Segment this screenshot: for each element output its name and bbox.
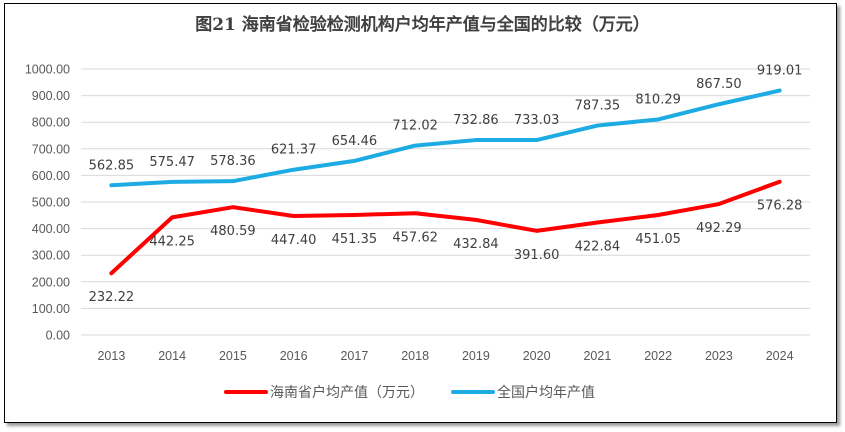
data-label: 919.01 — [757, 64, 803, 79]
data-label: 576.28 — [757, 199, 803, 214]
data-label: 787.35 — [575, 99, 621, 114]
series-line-0 — [109, 179, 782, 276]
y-tick-label: 200.00 — [32, 275, 70, 289]
x-tick-label: 2015 — [219, 349, 247, 363]
y-tick-label: 100.00 — [32, 302, 70, 316]
x-tick-label: 2024 — [766, 349, 794, 363]
y-tick-label: 1000.00 — [25, 63, 70, 77]
data-label: 492.29 — [696, 221, 742, 236]
data-label: 733.03 — [514, 113, 560, 128]
y-tick-label: 600.00 — [32, 169, 70, 183]
y-tick-label: 0.00 — [46, 329, 70, 343]
y-tick-label: 500.00 — [32, 196, 70, 210]
data-label: 654.46 — [332, 134, 378, 149]
chart-title: 图21 海南省检验检测机构户均年产值与全国的比较（万元） — [195, 15, 650, 35]
data-label: 575.47 — [149, 155, 195, 170]
data-label: 232.22 — [89, 290, 135, 305]
x-tick-label: 2019 — [462, 349, 490, 363]
data-label: 442.25 — [149, 234, 195, 249]
data-label: 447.40 — [271, 233, 317, 248]
x-tick-label: 2014 — [158, 349, 186, 363]
x-tick-label: 2017 — [340, 349, 368, 363]
data-label: 451.35 — [332, 232, 378, 247]
legend-entry: 海南省户均产值（万元） — [270, 384, 424, 401]
x-tick-label: 2013 — [97, 349, 125, 363]
data-label: 732.86 — [453, 113, 499, 128]
x-tick-label: 2023 — [705, 349, 733, 363]
data-label: 867.50 — [696, 77, 742, 92]
y-tick-label: 300.00 — [32, 249, 70, 263]
data-label: 562.85 — [89, 158, 135, 173]
data-label: 480.59 — [210, 224, 256, 239]
y-tick-label: 800.00 — [32, 116, 70, 130]
x-tick-label: 2020 — [523, 349, 551, 363]
x-tick-label: 2018 — [401, 349, 429, 363]
data-label: 621.37 — [271, 143, 317, 158]
data-label: 712.02 — [392, 119, 438, 134]
x-tick-label: 2022 — [644, 349, 672, 363]
data-label: 578.36 — [210, 154, 256, 169]
series-line-1 — [109, 88, 782, 188]
data-label: 422.84 — [575, 240, 621, 255]
y-tick-label: 900.00 — [32, 89, 70, 103]
x-tick-label: 2021 — [583, 349, 611, 363]
data-label: 391.60 — [514, 248, 560, 263]
data-label: 810.29 — [635, 92, 681, 107]
data-label: 457.62 — [392, 230, 438, 245]
y-tick-label: 700.00 — [32, 142, 70, 156]
y-tick-label: 400.00 — [32, 222, 70, 236]
legend-entry: 全国户均年产值 — [497, 384, 595, 401]
x-tick-label: 2016 — [280, 349, 308, 363]
data-label: 451.05 — [635, 232, 681, 247]
data-label: 432.84 — [453, 237, 499, 252]
